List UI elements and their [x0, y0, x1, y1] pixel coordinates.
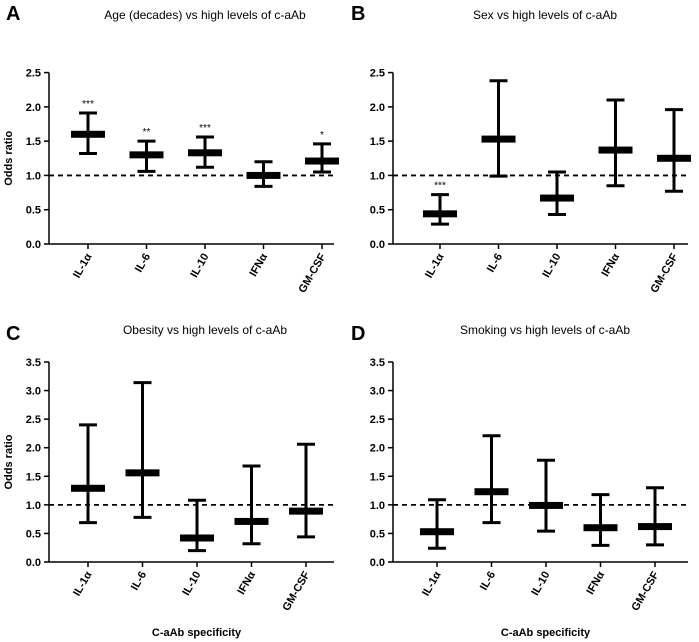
x-tick-label: IL-1α — [71, 251, 95, 280]
y-tick-label: 1.5 — [370, 136, 385, 148]
y-tick-label: 1.5 — [26, 471, 41, 483]
panel-letter: A — [6, 3, 20, 25]
y-tick-label: 2.0 — [26, 443, 41, 455]
x-tick-label: GM-CSF — [297, 251, 329, 295]
x-tick-label: GM-CSF — [630, 569, 662, 613]
x-axis-label: C-aAb specificity — [152, 627, 242, 639]
y-tick-label: 1.5 — [26, 136, 41, 148]
y-axis-label: Odds ratio — [3, 131, 15, 186]
odds-ratio-marker — [129, 151, 164, 159]
y-tick-label: 2.5 — [26, 68, 41, 80]
y-tick-label: 0.5 — [370, 528, 385, 540]
y-tick-label: 3.5 — [370, 357, 385, 369]
odds-ratio-marker — [423, 210, 457, 218]
y-tick-label: 1.5 — [370, 471, 385, 483]
y-tick-label: 2.5 — [26, 414, 41, 426]
y-tick-label: 0.0 — [26, 239, 41, 251]
x-tick-label: IFNα — [247, 251, 270, 278]
odds-ratio-marker — [474, 488, 509, 496]
odds-ratio-marker — [289, 507, 323, 515]
y-tick-label: 0.5 — [26, 528, 41, 540]
x-tick-label: IL-10 — [529, 570, 552, 598]
y-tick-label: 3.0 — [370, 386, 385, 398]
significance-label: * — [320, 130, 324, 141]
y-tick-label: 2.0 — [370, 102, 385, 114]
x-tick-label: IL-6 — [129, 570, 149, 593]
x-tick-label: IL-6 — [133, 252, 153, 275]
panel-letter: D — [351, 323, 365, 345]
y-tick-label: 0.0 — [26, 557, 41, 569]
panel-d: D Smoking vs high levels of c-aAb 0.0 0.5 1.… — [351, 323, 688, 639]
y-tick-label: 2.5 — [370, 68, 385, 80]
x-tick-label: IL-6 — [478, 570, 498, 593]
panel-letter: B — [351, 3, 365, 25]
y-tick-label: 0.5 — [26, 205, 41, 217]
odds-ratio-marker — [657, 154, 691, 162]
panel-title: Sex vs high levels of c-aAb — [473, 8, 617, 22]
x-tick-label: IFNα — [235, 569, 258, 596]
y-axis-label: Odds ratio — [3, 434, 15, 489]
y-tick-label: 1.0 — [370, 500, 385, 512]
y-tick-label: 0.0 — [370, 557, 385, 569]
panel-b: B Sex vs high levels of c-aAb 0.0 0.5 1.0 1.5… — [351, 3, 691, 295]
y-tick-label: 3.0 — [26, 386, 41, 398]
significance-label: *** — [434, 181, 446, 192]
x-tick-label: IL-1α — [423, 251, 447, 280]
odds-ratio-marker — [420, 528, 454, 536]
significance-label: ** — [143, 127, 151, 138]
y-tick-label: 1.0 — [370, 170, 385, 182]
x-tick-label: IL-1α — [420, 569, 444, 598]
x-tick-label: GM-CSF — [281, 569, 313, 613]
panel-a: A Age (decades) vs high levels of c-aAb Od… — [3, 3, 339, 295]
x-tick-label: IL-1α — [71, 569, 95, 598]
odds-ratio-marker — [529, 501, 563, 509]
odds-ratio-marker — [71, 484, 105, 492]
y-tick-label: 0.5 — [370, 205, 385, 217]
odds-ratio-marker — [598, 146, 633, 154]
x-tick-label: IFNα — [599, 251, 622, 278]
odds-ratio-marker — [246, 171, 281, 179]
x-tick-label: IL-10 — [540, 252, 563, 280]
x-tick-label: IFNα — [584, 569, 607, 596]
y-tick-label: 2.0 — [26, 102, 41, 114]
odds-ratio-marker — [638, 523, 672, 531]
y-tick-label: 1.0 — [26, 500, 41, 512]
y-tick-label: 3.5 — [26, 357, 41, 369]
x-axis-label: C-aAb specificity — [501, 627, 591, 639]
panel-letter: C — [6, 323, 20, 345]
odds-ratio-marker — [540, 194, 574, 202]
x-tick-label: IL-10 — [188, 252, 211, 280]
panel-title: Smoking vs high levels of c-aAb — [460, 323, 630, 337]
odds-ratio-marker — [481, 135, 516, 143]
y-tick-label: 2.5 — [370, 414, 385, 426]
odds-ratio-marker — [71, 130, 105, 138]
x-tick-label: IL-10 — [180, 570, 203, 598]
panel-title: Age (decades) vs high levels of c-aAb — [104, 8, 306, 22]
y-tick-label: 1.0 — [26, 170, 41, 182]
y-tick-label: 2.0 — [370, 443, 385, 455]
x-tick-label: GM-CSF — [649, 251, 681, 295]
significance-label: *** — [82, 99, 94, 110]
odds-ratio-marker — [125, 469, 160, 477]
x-tick-label: IL-6 — [485, 252, 505, 275]
odds-ratio-marker — [305, 157, 339, 165]
odds-ratio-marker — [234, 517, 269, 525]
odds-ratio-marker — [583, 524, 618, 532]
odds-ratio-marker — [188, 149, 222, 157]
significance-label: *** — [199, 123, 211, 134]
y-tick-label: 0.0 — [370, 239, 385, 251]
panel-c: C Obesity vs high levels of c-aAb Odds rat… — [3, 323, 334, 639]
panel-title: Obesity vs high levels of c-aAb — [123, 323, 287, 337]
odds-ratio-marker — [180, 534, 214, 542]
